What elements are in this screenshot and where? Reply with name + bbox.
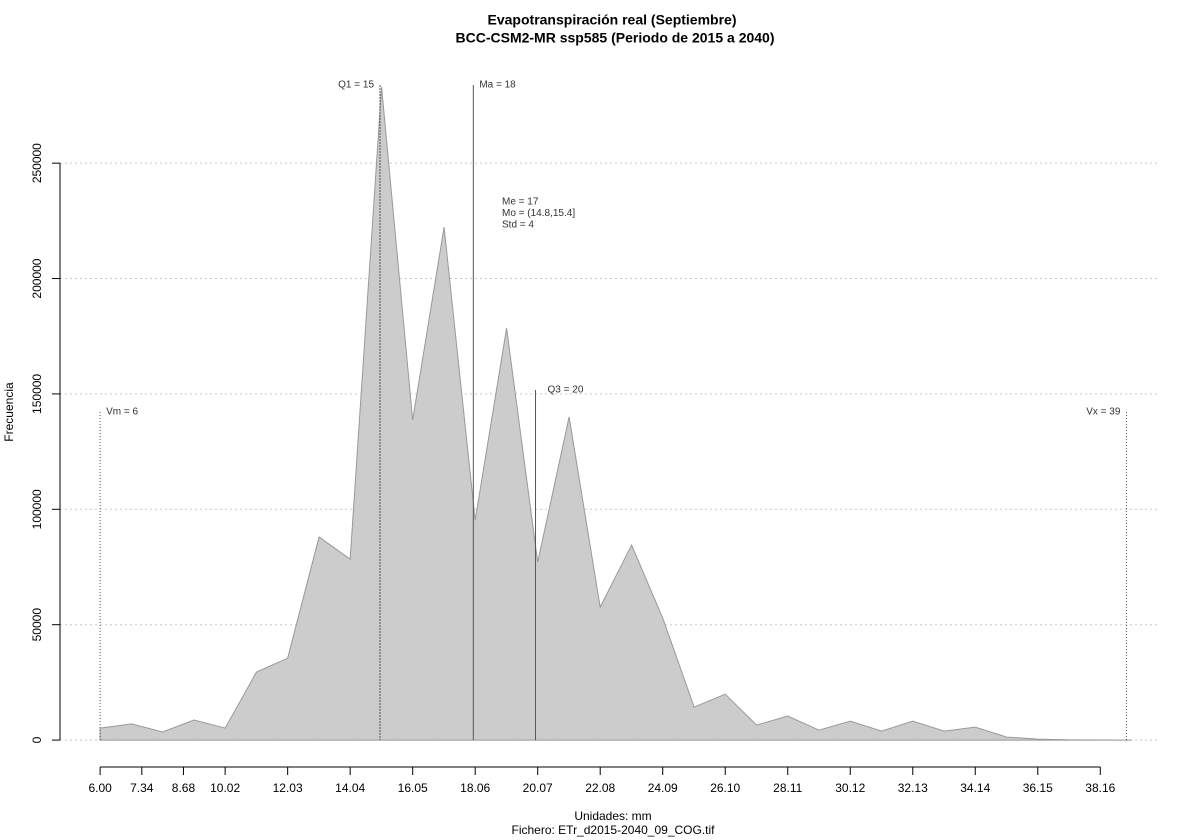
reference-label: Q1 = 15 (338, 80, 374, 91)
x-tick-label: 36.15 (1023, 781, 1053, 795)
footer: Fichero: ETr_d2015-2040_09_COG.tif (512, 823, 716, 837)
x-tick-label: 18.06 (460, 781, 490, 795)
stat-label: Mo = (14.8,15.4] (502, 208, 575, 219)
y-tick-label: 250000 (30, 143, 44, 183)
x-tick-label: 16.05 (398, 781, 428, 795)
x-tick-label: 7.34 (130, 781, 154, 795)
x-tick-label: 20.07 (523, 781, 553, 795)
x-tick-label: 26.10 (710, 781, 740, 795)
stat-label: Std = 4 (502, 220, 534, 231)
reference-label: Vm = 6 (106, 407, 138, 418)
x-tick-label: 38.16 (1085, 781, 1115, 795)
chart-title: Evapotranspiración real (Septiembre) (488, 12, 737, 28)
x-axis-label: Unidades: mm (574, 809, 651, 823)
reference-label: Vx = 39 (1086, 407, 1121, 418)
y-tick-label: 150000 (30, 374, 44, 414)
y-tick-label: 100000 (30, 489, 44, 529)
x-tick-label: 34.14 (960, 781, 990, 795)
y-tick-label: 50000 (30, 608, 44, 642)
x-tick-label: 28.11 (773, 781, 802, 795)
x-tick-label: 6.00 (88, 781, 112, 795)
x-tick-label: 12.03 (273, 781, 303, 795)
x-tick-label: 30.12 (835, 781, 865, 795)
reference-label: Ma = 18 (479, 80, 516, 91)
y-tick-label: 0 (30, 736, 44, 743)
x-tick-label: 32.13 (898, 781, 928, 795)
y-tick-label: 200000 (30, 258, 44, 298)
chart-subtitle: BCC-CSM2-MR ssp585 (Periodo de 2015 a 20… (456, 30, 775, 46)
x-tick-label: 22.08 (585, 781, 615, 795)
x-tick-label: 8.68 (172, 781, 196, 795)
x-tick-label: 10.02 (210, 781, 240, 795)
x-tick-label: 14.04 (335, 781, 365, 795)
stat-label: Me = 17 (502, 197, 539, 208)
reference-label: Q3 = 20 (548, 385, 584, 396)
area (99, 86, 1132, 741)
x-tick-label: 24.09 (648, 781, 678, 795)
y-axis-label: Frecuencia (2, 382, 16, 442)
